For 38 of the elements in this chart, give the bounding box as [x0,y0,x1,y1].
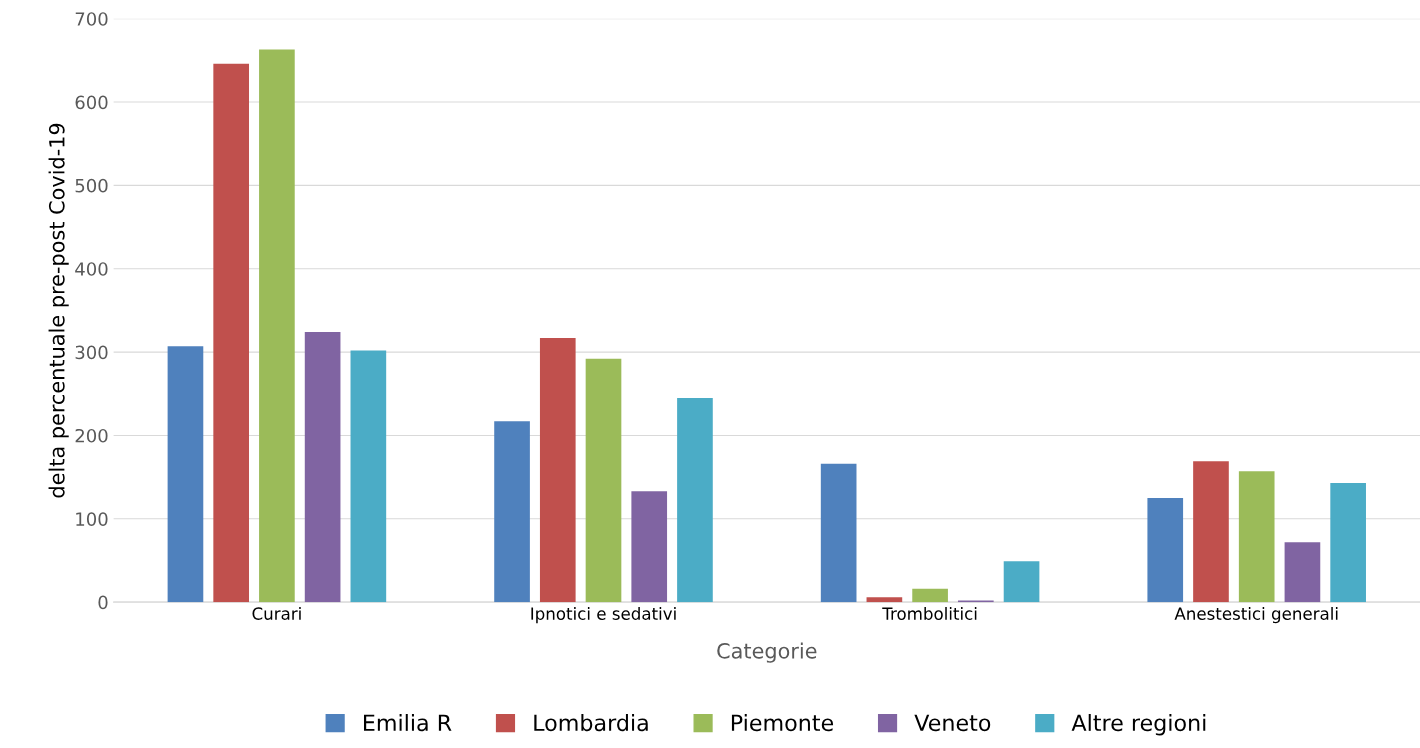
bar [912,588,948,603]
bar [1193,461,1229,603]
y-tick-label: 600 [75,95,108,110]
y-tick-label: 400 [75,262,108,276]
y-axis-title: delta percentuale pre-post Covid-19 [48,123,69,498]
bar [539,337,576,603]
bar [304,332,341,603]
y-tick-label: 0 [98,595,108,610]
legend-label: Emilia R [364,713,452,732]
bar [1238,471,1275,603]
bar [820,463,857,603]
x-tick-label: Trombolitici [882,607,977,620]
bar [1330,482,1366,603]
bar [167,346,204,603]
bar [494,421,530,603]
y-tick-label: 100 [76,512,108,526]
x-axis-title: Categorie [717,642,817,663]
bar [213,63,250,603]
x-tick-label: Ipnotici e sedativi [531,607,676,624]
bar [1284,542,1321,603]
y-tick-label: 700 [75,12,108,26]
legend-label: Piemonte [731,713,834,732]
bar [259,49,295,603]
bar [585,358,622,603]
bar [350,350,387,603]
bar [631,491,668,603]
bar [1147,497,1184,603]
x-tick-label: Curari [252,607,301,620]
y-tick-label: 300 [75,345,108,360]
y-tick-label: 500 [75,178,108,193]
legend-label: Veneto [914,714,991,732]
bar [677,397,713,603]
x-tick-label: Anestestici generali [1174,607,1338,624]
bar [1003,561,1040,603]
bar [866,597,903,603]
legend-label: Lombardia [534,713,648,732]
y-tick-label: 200 [75,428,108,443]
legend-label: Altre regioni [1071,713,1206,736]
